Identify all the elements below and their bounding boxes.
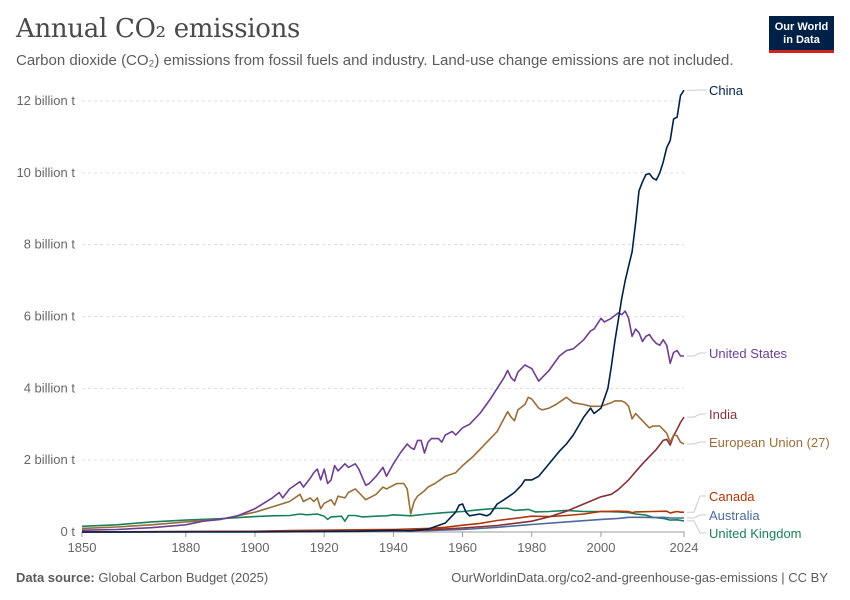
data-source: Data source: Global Carbon Budget (2025) — [16, 570, 268, 585]
x-tick-label: 2000 — [587, 540, 616, 555]
y-tick-label: 8 billion t — [24, 237, 76, 252]
x-tick-label: 1850 — [68, 540, 97, 555]
series-label-connector — [687, 495, 706, 513]
y-tick-label: 2 billion t — [24, 452, 76, 467]
y-tick-label: 10 billion t — [16, 165, 75, 180]
x-tick-label: 1900 — [241, 540, 270, 555]
series-label-connector — [687, 514, 706, 519]
series-label-connector — [687, 352, 706, 357]
logo-line-1: Our World — [774, 21, 829, 33]
x-tick-label: 2024 — [670, 540, 699, 555]
x-axis: 1850 1880 1900 1920 1940 1960 1980 2000 2024 — [68, 531, 699, 555]
logo-line-2: in Data — [783, 34, 820, 46]
y-tick-label: 12 billion t — [16, 93, 75, 108]
series-lines — [81, 89, 685, 533]
x-tick-label: 1980 — [517, 540, 546, 555]
y-tick-label: 4 billion t — [24, 380, 76, 395]
data-source-label: Data source: — [16, 570, 95, 585]
x-tick-label: 1880 — [171, 540, 200, 555]
series-line-china[interactable] — [82, 89, 685, 533]
series-label-connector — [687, 441, 706, 445]
line-chart: 0 t 2 billion t 4 billion t 6 billion t 8 bi… — [16, 83, 830, 555]
y-tick-label: 6 billion t — [24, 309, 76, 324]
series-line-canada[interactable] — [81, 510, 684, 533]
series-label-united-kingdom[interactable]: United Kingdom — [709, 526, 802, 541]
x-tick-label: 1960 — [448, 540, 477, 555]
chart-subtitle: Carbon dioxide (CO₂) emissions from foss… — [16, 52, 734, 69]
x-tick-label: 1940 — [379, 540, 408, 555]
series-label-canada[interactable]: Canada — [709, 489, 755, 504]
footer-url[interactable]: OurWorldinData.org/co2-and-greenhouse-ga… — [451, 570, 828, 585]
y-tick-label: 0 t — [61, 524, 76, 539]
series-line-european-union-27[interactable] — [81, 396, 685, 530]
series-label-india[interactable]: India — [709, 407, 738, 422]
series-labels: China United States India European Union (2… — [687, 83, 830, 541]
series-line-india[interactable] — [81, 416, 685, 533]
chart-title: Annual CO₂ emissions — [16, 14, 301, 44]
series-label-china[interactable]: China — [709, 83, 744, 98]
series-line-united-states[interactable] — [81, 310, 684, 531]
grid-lines — [82, 100, 684, 461]
series-label-australia[interactable]: Australia — [709, 508, 760, 523]
y-axis: 0 t 2 billion t 4 billion t 6 billion t 8 bi… — [16, 93, 75, 539]
data-source-value[interactable]: Global Carbon Budget (2025) — [98, 570, 269, 585]
series-label-connector — [687, 520, 706, 534]
series-label-connector — [687, 413, 706, 418]
owid-logo[interactable]: Our World in Data — [769, 16, 834, 53]
series-label-european-union-27[interactable]: European Union (27) — [709, 435, 830, 450]
x-tick-label: 1920 — [310, 540, 339, 555]
series-line-united-kingdom[interactable] — [81, 507, 685, 528]
series-label-united-states[interactable]: United States — [709, 346, 788, 361]
